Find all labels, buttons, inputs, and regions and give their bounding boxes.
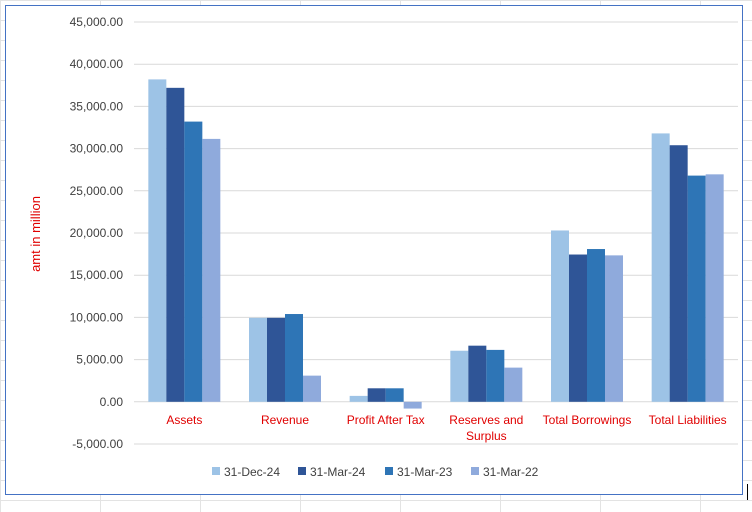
legend-swatch	[298, 467, 306, 475]
y-axis-label: amt in million	[28, 196, 43, 272]
category-label: Assets	[166, 413, 202, 427]
bar	[249, 317, 267, 402]
category-label: Total Borrowings	[543, 413, 632, 427]
y-tick-label: 45,000.00	[70, 15, 124, 29]
bar	[551, 230, 569, 402]
category-label: Profit After Tax	[347, 413, 425, 427]
category-label: Reserves and Surplus	[449, 413, 523, 443]
category-label: Revenue	[261, 413, 309, 427]
y-tick-label: -5,000.00	[72, 437, 123, 451]
text-cursor	[747, 484, 748, 500]
y-tick-label: 15,000.00	[70, 268, 124, 282]
bar	[687, 175, 706, 402]
bar	[285, 314, 303, 402]
y-tick-label: 40,000.00	[70, 57, 124, 71]
category-label: Total Liabilities	[649, 413, 727, 427]
legend-label: 31-Mar-23	[397, 465, 453, 479]
legend-label: 31-Dec-24	[224, 465, 280, 479]
bar	[587, 249, 605, 402]
bar	[486, 349, 505, 402]
bar	[148, 79, 167, 402]
bar	[569, 254, 587, 402]
bar	[267, 317, 285, 402]
legend-swatch	[471, 467, 479, 475]
bar	[605, 255, 623, 402]
bar	[385, 388, 404, 402]
y-tick-label: 25,000.00	[70, 184, 124, 198]
bar	[184, 121, 203, 402]
bar	[468, 345, 487, 402]
y-tick-label: 20,000.00	[70, 226, 124, 240]
bar	[669, 145, 688, 402]
chart-area[interactable]	[5, 5, 743, 495]
bar	[450, 350, 469, 402]
bar	[303, 375, 321, 402]
bar	[504, 367, 523, 402]
legend-label: 31-Mar-24	[310, 465, 366, 479]
legend: 31-Dec-24 31-Mar-24 31-Mar-23 31-Mar-22	[212, 465, 539, 479]
bar	[202, 138, 221, 402]
bar	[166, 87, 185, 402]
bar	[651, 133, 670, 402]
legend-swatch	[212, 467, 220, 475]
y-tick-label: 30,000.00	[70, 142, 124, 156]
y-tick-label: 35,000.00	[70, 99, 124, 113]
bar	[349, 395, 368, 402]
bar	[367, 388, 386, 402]
y-tick-label: 0.00	[100, 395, 124, 409]
y-tick-label: 5,000.00	[76, 353, 123, 367]
y-tick-label: 10,000.00	[70, 310, 124, 324]
bar	[705, 174, 724, 402]
legend-swatch	[385, 467, 393, 475]
bar	[403, 401, 422, 409]
legend-label: 31-Mar-22	[483, 465, 539, 479]
